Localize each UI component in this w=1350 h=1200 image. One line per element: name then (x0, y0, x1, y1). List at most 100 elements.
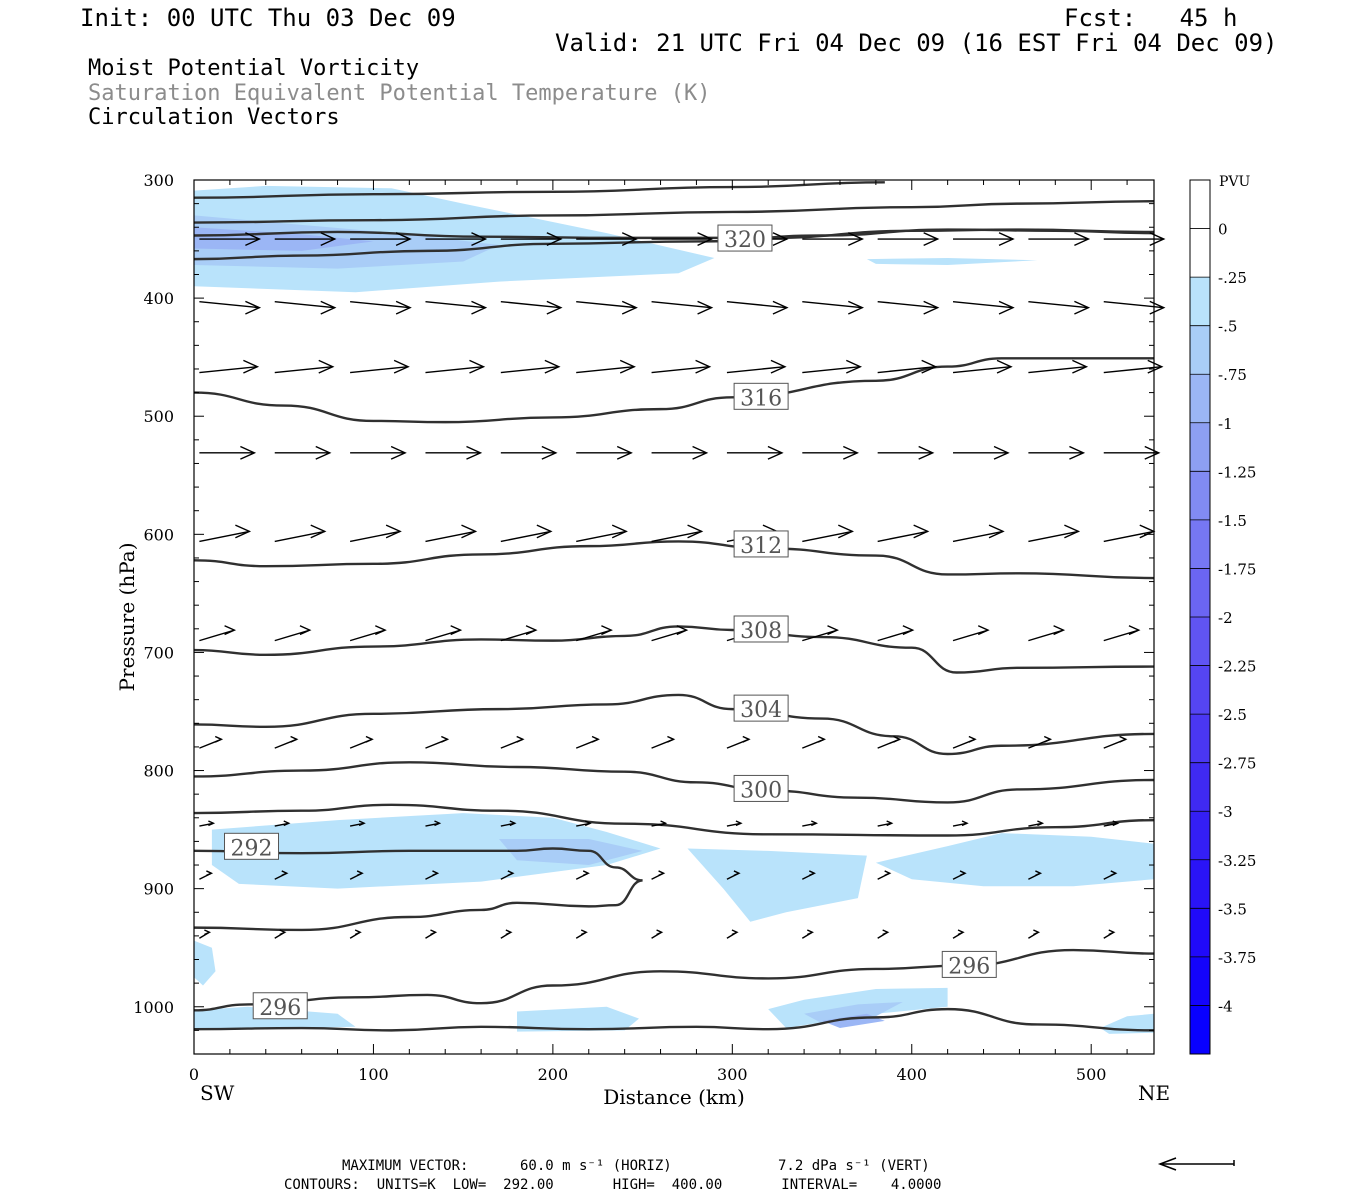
circulation-vector (952, 735, 977, 749)
circulation-vector (802, 232, 865, 246)
x-tick-label: 300 (717, 1065, 748, 1084)
circulation-vector (500, 445, 558, 460)
circulation-vector (199, 870, 214, 880)
colorbar-label: -.75 (1218, 366, 1247, 384)
circulation-vector (500, 820, 517, 827)
colorbar: 0 -.25 -.5 -.75 -1 -1.25 -1.5 -1.75 -2 -2.25 -2.5 -… (1189, 179, 1256, 1055)
circulation-vector (726, 929, 739, 939)
colorbar-label: -3.5 (1218, 900, 1247, 918)
circulation-vector (500, 625, 538, 642)
colorbar-label: -2.75 (1218, 755, 1256, 773)
theta-contour-line (194, 1007, 1154, 1032)
colorbar-label: -1.75 (1218, 560, 1256, 578)
circulation-vector (802, 359, 863, 374)
y-tick-label: 800 (143, 762, 174, 781)
pv-shaded-region (499, 839, 643, 865)
svg-text:308: 308 (740, 619, 782, 644)
circulation-vector-layer (199, 232, 1166, 939)
x-tick-label: 400 (896, 1065, 927, 1084)
y-axis-title: Pressure (hPa) (115, 543, 139, 692)
colorbar-swatch (1190, 714, 1210, 763)
circulation-vector (274, 625, 312, 642)
y-tick-label: 1000 (133, 998, 174, 1017)
circulation-vector (425, 300, 488, 315)
circulation-vector (651, 929, 664, 939)
circulation-vector (576, 820, 592, 827)
circulation-vector (1103, 232, 1166, 246)
x-tick-label: 200 (538, 1065, 569, 1084)
colorbar-label: -.5 (1218, 318, 1237, 336)
colorbar-swatch (1190, 519, 1210, 569)
circulation-vector (199, 524, 252, 543)
field-title-vectors: Circulation Vectors (88, 105, 340, 130)
theta-contour-line (194, 181, 885, 199)
field-title-mpv: Moist Potential Vorticity (88, 56, 420, 81)
colorbar-swatch (1190, 325, 1210, 375)
axis-layer: 0 100 200 300 400 500 300 400 500 600 700 800 900 100… (133, 171, 1155, 1084)
circulation-vector (801, 870, 817, 880)
circulation-vector (952, 929, 965, 939)
circulation-vector (425, 820, 442, 827)
circulation-vector (500, 929, 513, 939)
circulation-vector (199, 820, 216, 827)
circulation-vector (1103, 300, 1166, 315)
colorbar-unit: PVU (1219, 174, 1251, 190)
circulation-vector (877, 445, 935, 460)
circulation-vector (274, 359, 335, 374)
circulation-vector (1028, 445, 1086, 460)
circulation-vector (425, 524, 478, 543)
theta-contour-line (194, 761, 1154, 804)
colorbar-label: -.25 (1218, 269, 1247, 287)
circulation-vector (575, 735, 600, 749)
contour-label: 304 (733, 694, 789, 723)
contour-label: 296 (941, 950, 997, 979)
colorbar-swatch (1190, 471, 1210, 520)
colorbar-swatch (1190, 374, 1210, 423)
contour-label: 300 (733, 774, 789, 803)
colorbar-label: -4 (1218, 997, 1233, 1015)
pv-shaded-region (517, 1006, 639, 1032)
circulation-vector (651, 735, 676, 749)
circulation-vector (1103, 359, 1164, 374)
circulation-vector (274, 735, 299, 749)
circulation-vector (1028, 929, 1041, 939)
circulation-vector (953, 232, 1015, 246)
theta-contour-line (194, 847, 643, 932)
circulation-vector (1028, 735, 1053, 749)
circulation-vector (726, 820, 743, 827)
circulation-vector (651, 625, 689, 642)
circulation-vector (802, 445, 860, 460)
y-tick-label: 700 (143, 643, 174, 662)
circulation-vector (802, 625, 840, 642)
colorbar-swatch (1190, 859, 1210, 909)
x-left-label: SW (200, 1081, 235, 1105)
circulation-vector (576, 445, 633, 460)
pv-shading-layer (194, 185, 1154, 1034)
circulation-vector (350, 300, 412, 315)
circulation-vector (952, 359, 1013, 374)
y-tick-label: 900 (143, 880, 174, 899)
circulation-vector (651, 445, 709, 460)
contour-label: 308 (733, 615, 789, 644)
pv-shaded-region (194, 940, 216, 986)
circulation-vector (726, 300, 789, 315)
contour-label: 296 (252, 992, 308, 1021)
circulation-vector (1103, 445, 1161, 460)
circulation-vector (877, 929, 890, 939)
circulation-vector (274, 524, 327, 543)
colorbar-swatch (1190, 1005, 1210, 1054)
circulation-vector (274, 820, 291, 827)
y-tick-label: 300 (143, 171, 174, 190)
circulation-vector (575, 929, 588, 939)
svg-text:300: 300 (740, 778, 782, 803)
circulation-vector (199, 735, 224, 749)
circulation-vector (349, 870, 364, 880)
circulation-vector (425, 735, 450, 749)
circulation-vector (576, 232, 638, 246)
plot-frame (193, 179, 1155, 1055)
circulation-vector (349, 929, 362, 939)
circulation-vector (1028, 870, 1043, 880)
circulation-vector (274, 300, 337, 315)
circulation-vector (651, 232, 714, 246)
